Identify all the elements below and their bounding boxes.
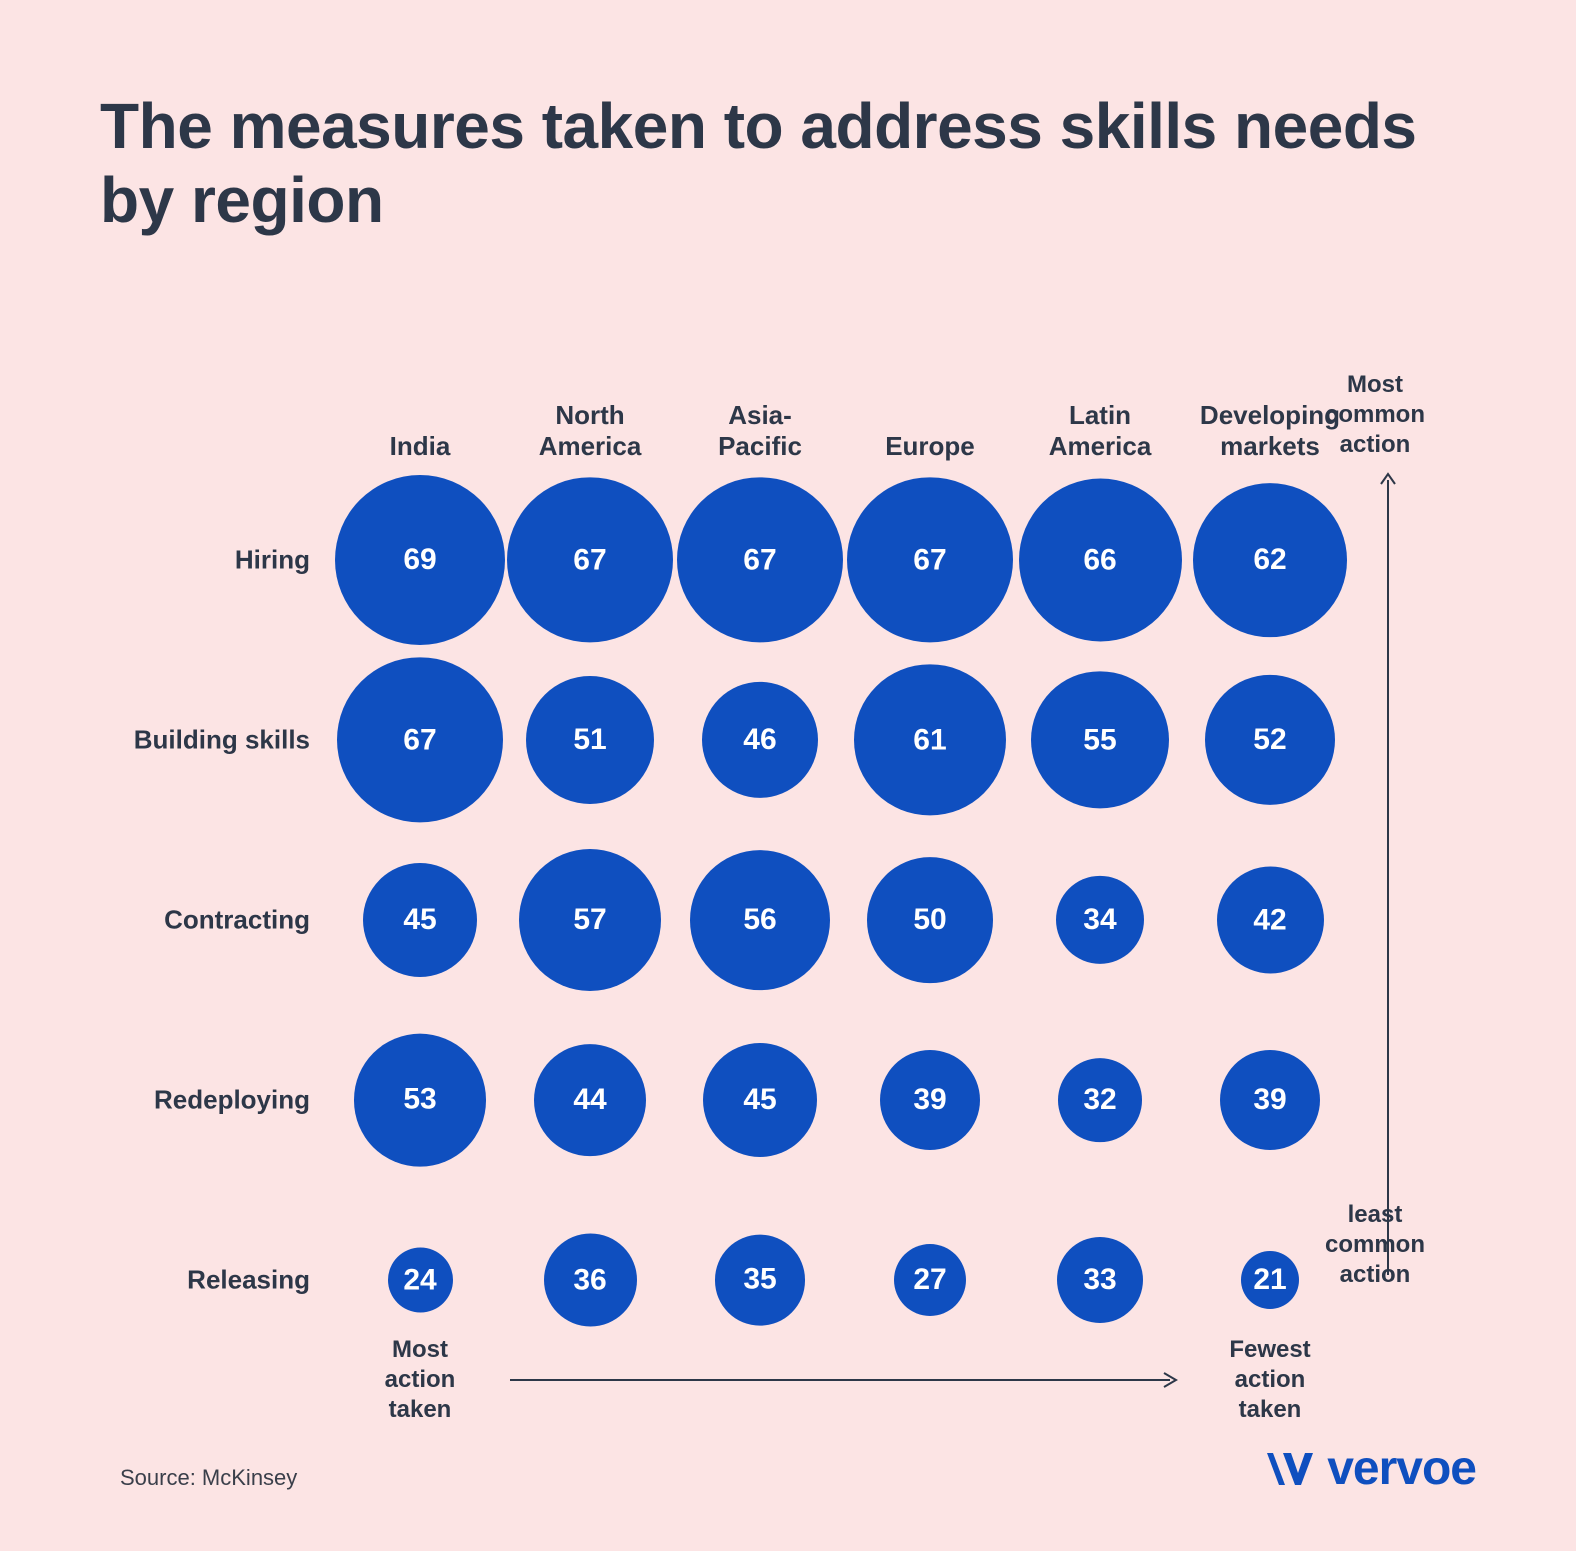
bubble-contracting-na: 57 [519,849,661,991]
cell-contracting-na: 57 [505,849,675,991]
bubble-releasing-na: 36 [544,1234,637,1327]
bubble-building-la: 55 [1031,671,1168,808]
cell-redeploy-na: 44 [505,1044,675,1156]
chart-title: The measures taken to address skills nee… [100,90,1456,237]
cell-hiring-eu: 67 [845,477,1015,642]
cell-redeploy-la: 32 [1015,1058,1185,1142]
cell-building-india: 67 [335,657,505,822]
brand-logo: vervoe [1265,1441,1476,1496]
bubble-hiring-ap: 67 [677,477,842,642]
bubble-building-eu: 61 [854,664,1005,815]
row-redeploy: Redeploying534445393239 [100,1010,1450,1190]
bubble-hiring-dm: 62 [1193,483,1347,637]
cell-releasing-eu: 27 [845,1244,1015,1316]
cell-redeploy-dm: 39 [1185,1050,1355,1150]
annotation-least-common: leastcommonaction [1290,1200,1460,1290]
bubble-building-india: 67 [337,657,502,822]
bubble-building-dm: 52 [1205,675,1335,805]
bubble-contracting-ap: 56 [690,850,830,990]
bubble-redeploy-ap: 45 [703,1043,817,1157]
bubble-contracting-india: 45 [363,863,477,977]
bubble-contracting-eu: 50 [867,857,993,983]
column-header-na: NorthAmerica [505,400,675,462]
cell-releasing-na: 36 [505,1234,675,1327]
bubble-hiring-na: 67 [507,477,672,642]
cell-hiring-dm: 62 [1185,483,1355,637]
row-building: Building skills675146615552 [100,650,1450,830]
bubble-building-ap: 46 [702,682,818,798]
column-header-eu: Europe [845,431,1015,462]
cell-building-la: 55 [1015,671,1185,808]
annotation-most-action: Mostactiontaken [335,1335,505,1425]
cell-hiring-india: 69 [335,475,505,645]
row-label-releasing: Releasing [90,1265,310,1296]
row-hiring: Hiring696767676662 [100,470,1450,650]
cell-releasing-la: 33 [1015,1237,1185,1323]
bubble-hiring-la: 66 [1019,479,1182,642]
bubble-grid: IndiaNorthAmericaAsia-PacificEuropeLatin… [100,380,1450,1370]
source-label: Source: McKinsey [120,1465,297,1491]
arrow-vertical-icon [1378,470,1398,1275]
cell-redeploy-ap: 45 [675,1043,845,1157]
cell-redeploy-india: 53 [335,1034,505,1167]
cell-contracting-ap: 56 [675,850,845,990]
brand-mark-icon [1265,1449,1313,1489]
cell-releasing-india: 24 [335,1248,505,1313]
bubble-contracting-dm: 42 [1217,867,1324,974]
bubble-contracting-la: 34 [1056,876,1144,964]
bubble-hiring-eu: 67 [847,477,1012,642]
bubble-releasing-la: 33 [1057,1237,1143,1323]
arrow-horizontal-icon [510,1370,1180,1390]
cell-building-dm: 52 [1185,675,1355,805]
row-contracting: Contracting455756503442 [100,830,1450,1010]
cell-hiring-na: 67 [505,477,675,642]
cell-contracting-india: 45 [335,863,505,977]
row-label-building: Building skills [90,725,310,756]
infographic-canvas: The measures taken to address skills nee… [0,0,1576,1551]
cell-contracting-eu: 50 [845,857,1015,983]
column-header-india: India [335,431,505,462]
cell-hiring-ap: 67 [675,477,845,642]
bubble-redeploy-india: 53 [354,1034,487,1167]
bubble-hiring-india: 69 [335,475,505,645]
row-label-contracting: Contracting [90,905,310,936]
annotation-most-common: Mostcommonaction [1290,370,1460,460]
bubble-releasing-india: 24 [388,1248,453,1313]
cell-hiring-la: 66 [1015,479,1185,642]
bubble-redeploy-eu: 39 [880,1050,980,1150]
bubble-redeploy-na: 44 [534,1044,646,1156]
column-header-ap: Asia-Pacific [675,400,845,462]
bubble-releasing-eu: 27 [894,1244,966,1316]
cell-redeploy-eu: 39 [845,1050,1015,1150]
bubble-releasing-ap: 35 [715,1235,806,1326]
bubble-redeploy-dm: 39 [1220,1050,1320,1150]
annotation-fewest-action: Fewestactiontaken [1185,1335,1355,1425]
column-header-la: LatinAmerica [1015,400,1185,462]
cell-building-eu: 61 [845,664,1015,815]
bubble-building-na: 51 [526,676,654,804]
column-header-row: IndiaNorthAmericaAsia-PacificEuropeLatin… [100,380,1450,470]
bubble-redeploy-la: 32 [1058,1058,1142,1142]
cell-contracting-la: 34 [1015,876,1185,964]
cell-building-ap: 46 [675,682,845,798]
row-label-hiring: Hiring [90,545,310,576]
cell-releasing-ap: 35 [675,1235,845,1326]
row-label-redeploy: Redeploying [90,1085,310,1116]
brand-wordmark: vervoe [1327,1441,1476,1496]
cell-building-na: 51 [505,676,675,804]
cell-contracting-dm: 42 [1185,867,1355,974]
